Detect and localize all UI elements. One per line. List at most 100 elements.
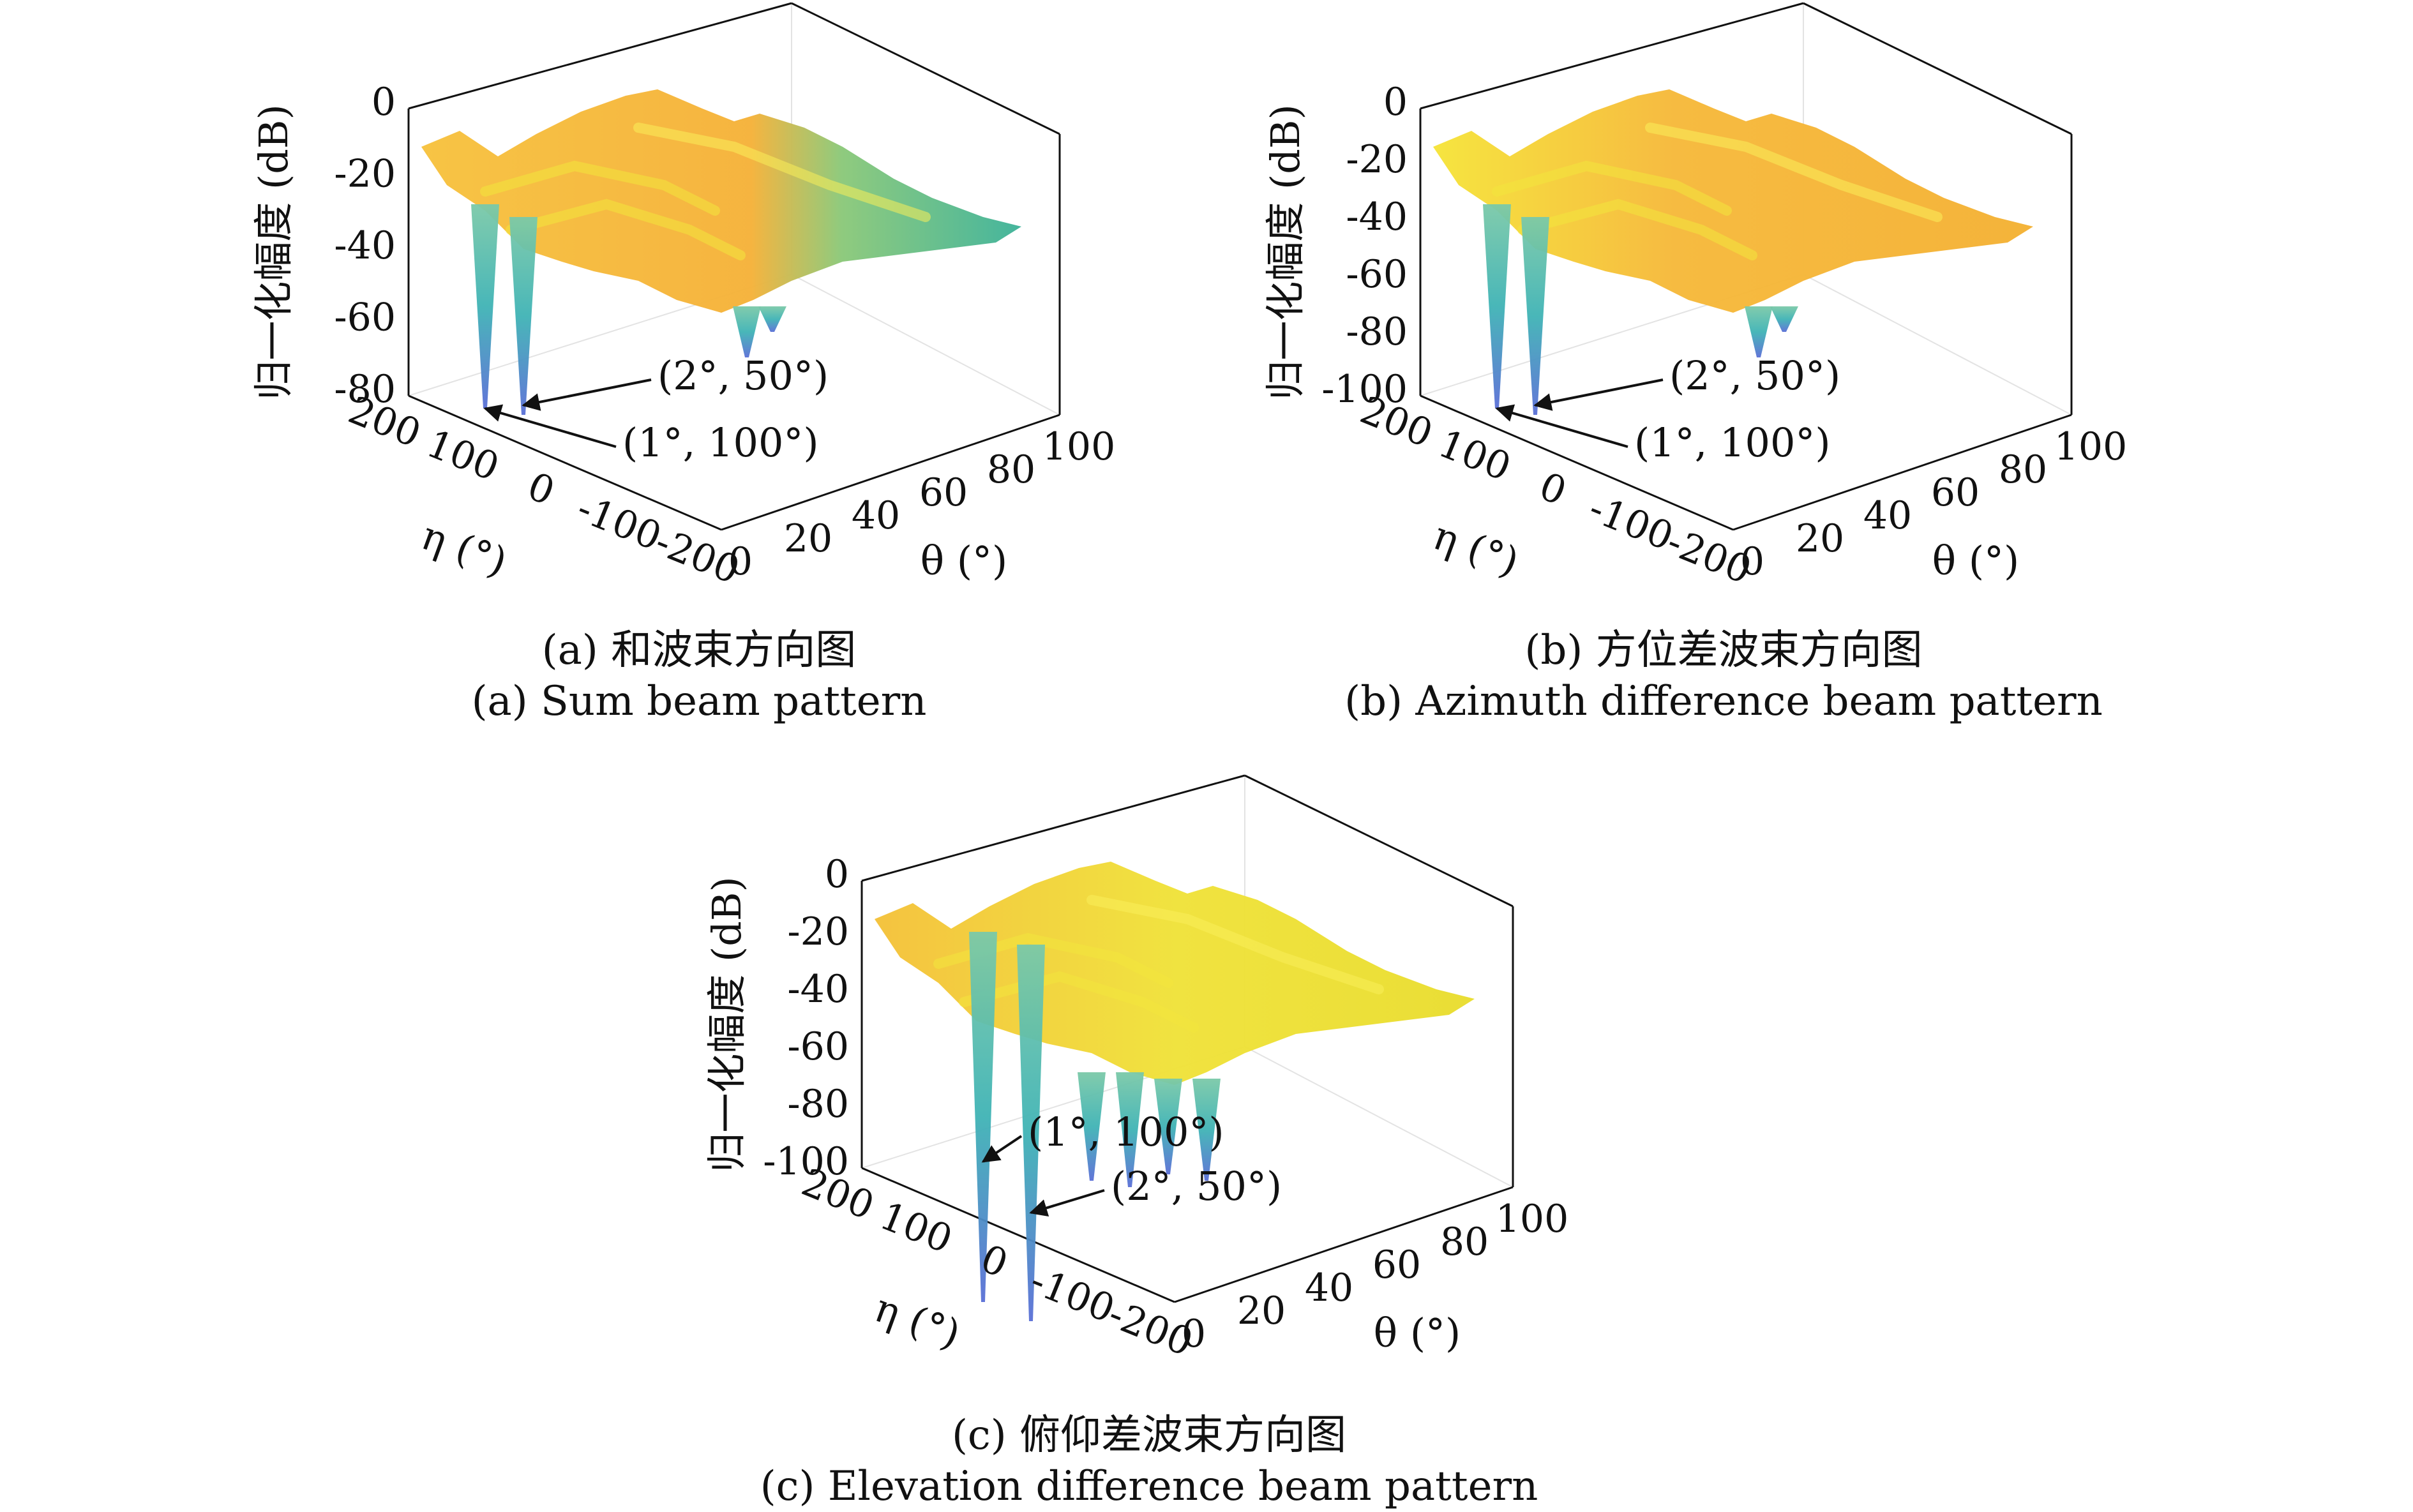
z-tick-label: -60 — [787, 1024, 849, 1069]
z-tick-label: -40 — [334, 223, 396, 268]
annotation-label: (1°, 100°) — [1634, 419, 1831, 466]
annotation-arrow — [1533, 378, 1664, 411]
eta-axis-line — [408, 394, 722, 531]
pattern-null — [1192, 1079, 1221, 1181]
caption-en-b: (b) Azimuth difference beam pattern — [1344, 678, 2103, 725]
z-tick-label: 0 — [1383, 80, 1408, 124]
theta-axis-line — [1733, 414, 2072, 531]
caption-zh-c: (c) 俯仰差波束方向图 — [952, 1412, 1346, 1459]
eta-tick-label: -100 — [1024, 1258, 1120, 1331]
pattern-null — [1521, 217, 1549, 415]
annotation-arrow — [483, 404, 617, 448]
annotation-arrow — [1495, 404, 1628, 448]
pattern-null — [509, 217, 537, 415]
z-tick-label: -40 — [787, 967, 849, 1012]
surface-ridge — [959, 971, 1199, 1033]
eta-axis-label-a: η (°) — [416, 512, 513, 585]
box-top-back — [408, 2, 792, 110]
z-tick-label: -40 — [1346, 195, 1408, 239]
beam-surface — [1433, 89, 2033, 313]
eta-axis-line — [1420, 394, 1734, 531]
pattern-null — [1770, 306, 1798, 332]
pattern-null — [969, 932, 997, 1302]
surface-ridge — [1492, 160, 1732, 216]
z-tick-label: -60 — [1346, 252, 1408, 297]
surface-ridge — [506, 198, 746, 260]
surface-c — [875, 862, 1475, 1321]
annotation-arrow — [981, 1135, 1023, 1163]
theta-axis-label-a: θ (°) — [921, 537, 1007, 584]
theta-tick-label: 0 — [1182, 1312, 1206, 1356]
surface-ridge — [480, 160, 720, 216]
theta-tick-label: 20 — [784, 516, 832, 561]
surface-a — [421, 89, 1021, 415]
annotation-arrow — [1029, 1189, 1105, 1217]
eta-tick-label: -100 — [1582, 486, 1679, 559]
z-tick-label: -20 — [787, 909, 849, 954]
eta-tick-label: -100 — [571, 486, 667, 559]
back-edge-floor-right — [791, 274, 1060, 415]
box-top-right — [1244, 774, 1514, 908]
surface-ridge — [1645, 123, 1943, 222]
theta-tick-label: 0 — [728, 539, 753, 584]
theta-tick-label: 100 — [2054, 424, 2128, 469]
z-tick-label: -80 — [787, 1082, 849, 1127]
z-axis-label-b: 归一化幅度 (dB) — [1262, 104, 1309, 400]
pattern-null — [1154, 1079, 1182, 1174]
theta-axis-label-c: θ (°) — [1374, 1310, 1461, 1356]
eta-axis-label-c: η (°) — [869, 1284, 966, 1358]
z-axis-label-c: 归一化幅度 (dB) — [703, 876, 750, 1172]
caption-zh-a: (a) 和波束方向图 — [542, 627, 856, 674]
surface-b — [1433, 89, 2033, 415]
pattern-null — [1483, 204, 1511, 408]
annotation-label: (1°, 100°) — [1028, 1109, 1224, 1155]
caption-zh-b: (b) 方位差波束方向图 — [1524, 627, 1922, 674]
back-edge-floor-right — [1244, 1046, 1514, 1188]
theta-tick-label: 100 — [1042, 424, 1116, 469]
annotation-arrow — [522, 378, 652, 411]
surface-ridge — [633, 123, 931, 222]
caption-en-a: (a) Sum beam pattern — [472, 678, 927, 725]
theta-tick-label: 20 — [1237, 1289, 1286, 1333]
caption-en-c: (c) Elevation difference beam pattern — [760, 1463, 1538, 1510]
eta-axis-line — [861, 1167, 1175, 1303]
z-tick-label: -20 — [1346, 137, 1408, 182]
theta-tick-label: 80 — [987, 447, 1035, 492]
theta-tick-label: 40 — [1305, 1266, 1353, 1310]
box-top-right — [791, 2, 1060, 135]
box-top-back — [861, 774, 1245, 882]
pattern-null — [733, 306, 761, 357]
box-top-right — [1803, 2, 2072, 135]
annotation-label: (2°, 50°) — [1669, 352, 1840, 399]
pattern-null — [1078, 1072, 1106, 1181]
axes-box-c — [861, 774, 1514, 1303]
theta-tick-label: 60 — [1931, 470, 1980, 515]
theta-tick-label: 60 — [919, 470, 968, 515]
eta-tick-label: 0 — [522, 464, 561, 514]
theta-axis-line — [1174, 1186, 1514, 1303]
z-axis-label-a: 归一化幅度 (dB) — [250, 104, 297, 400]
annotations-a: (2°, 50°) (1°, 100°) — [483, 352, 829, 466]
axes-box-b — [1419, 2, 2073, 531]
z-tick-label: -20 — [334, 152, 396, 197]
z-tick-label: -60 — [334, 296, 396, 340]
theta-axis-label-b: θ (°) — [1932, 537, 2019, 584]
annotation-label: (2°, 50°) — [1111, 1163, 1282, 1209]
annotations-c: (1°, 100°) (2°, 50°) — [981, 1109, 1282, 1217]
theta-tick-label: 80 — [1999, 447, 2047, 492]
theta-tick-label: 80 — [1440, 1220, 1489, 1264]
pattern-null — [1017, 945, 1045, 1321]
surface-ridge — [1086, 895, 1384, 994]
annotation-label: (2°, 50°) — [658, 352, 829, 399]
z-tick-label: -80 — [1346, 310, 1408, 354]
theta-tick-label: 20 — [1796, 516, 1844, 561]
z-tick-label: 0 — [825, 852, 849, 897]
beam-surface — [875, 862, 1475, 1085]
theta-axis-line — [721, 414, 1060, 531]
annotation-label: (1°, 100°) — [622, 419, 819, 466]
surface-ridge — [1517, 198, 1757, 260]
pattern-null — [1116, 1072, 1144, 1187]
